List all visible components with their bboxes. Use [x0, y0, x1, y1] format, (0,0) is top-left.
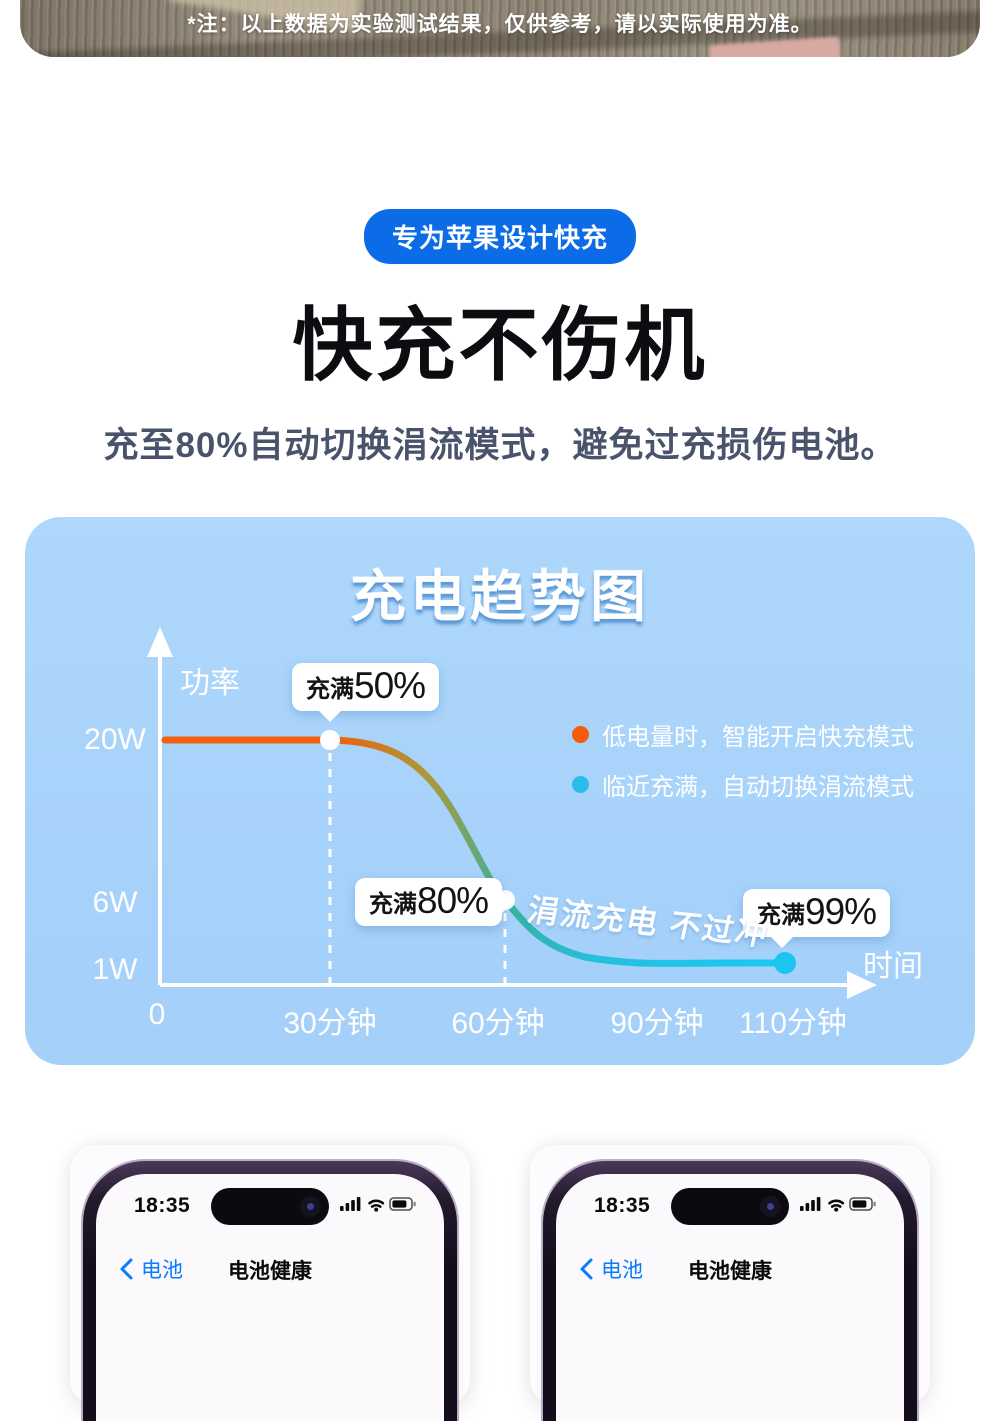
x-tick-60: 60分钟	[451, 1007, 545, 1040]
page-subtitle: 充至80%自动切换涓流模式，避免过充损伤电池。	[103, 426, 897, 465]
x-tick-110: 110分钟	[739, 1007, 847, 1040]
marker-50-percent	[320, 730, 340, 750]
screen-title: 电池健康	[688, 1260, 772, 1283]
back-button-label: 电池	[601, 1259, 643, 1282]
battery-health-screen: 18:35	[556, 1174, 904, 1421]
wifi-icon	[828, 1199, 845, 1208]
screen-title: 电池健康	[228, 1260, 312, 1283]
callout-50-value: 50%	[354, 665, 426, 706]
legend-fast-charge: 低电量时，智能开启快充模式	[572, 717, 914, 752]
disclaimer-note: *注：以上数据为实验测试结果，仅供参考，请以实际使用为准。	[187, 13, 813, 36]
callout-80-percent: 充满 80%	[355, 878, 503, 926]
phone-mockup-card-right: 18:35	[530, 1145, 930, 1421]
dynamic-island	[211, 1188, 329, 1225]
charging-trend-card: 充电趋势图 功率 时间 20W 6W 1W 0 30分钟	[25, 517, 975, 1065]
iphone-frame: 18:35	[543, 1161, 917, 1421]
marker-99-percent	[774, 952, 796, 974]
callout-50-percent: 充满 50%	[292, 663, 440, 722]
nav-bar: 电池 电池健康	[578, 1252, 882, 1284]
chevron-left-icon	[120, 1258, 133, 1280]
x-tick-90: 90分钟	[610, 1007, 704, 1040]
callout-99-percent: 充满 99%	[743, 889, 891, 948]
y-tick-20w: 20W	[84, 723, 146, 756]
callout-80-prefix: 充满	[369, 890, 417, 918]
legend-fast-charge-label: 低电量时，智能开启快充模式	[602, 724, 914, 751]
legend-trickle-charge: 临近充满，自动切换涓流模式	[572, 767, 914, 802]
cellular-signal-icon	[800, 1197, 821, 1211]
status-time: 18:35	[134, 1194, 191, 1217]
wood-photo-banner: *注：以上数据为实验测试结果，仅供参考，请以实际使用为准。	[20, 0, 980, 57]
cellular-signal-icon	[340, 1197, 361, 1211]
wifi-dot	[834, 1207, 839, 1212]
y-axis-title: 功率	[180, 667, 240, 700]
battery-health-screen: 18:35	[96, 1174, 444, 1421]
battery-icon	[849, 1197, 876, 1211]
phone-mockup-card-left: 18:35	[70, 1145, 470, 1421]
x-axis-arrow-icon	[847, 971, 877, 999]
y-tick-6w: 6W	[92, 886, 138, 919]
x-tick-30: 30分钟	[283, 1007, 377, 1040]
chart-title: 充电趋势图	[350, 565, 650, 628]
legend-trickle-charge-label: 临近充满，自动切换涓流模式	[602, 774, 914, 801]
page-title: 快充不伤机	[292, 301, 708, 390]
nav-bar: 电池 电池健康	[118, 1252, 422, 1284]
callout-50-prefix: 充满	[306, 675, 354, 703]
callout-80-value: 80%	[417, 880, 489, 921]
front-camera-icon	[300, 1196, 321, 1217]
wifi-dot	[374, 1207, 379, 1212]
status-icons	[340, 1197, 416, 1212]
x-axis-title: 时间	[863, 950, 923, 983]
front-camera-icon	[760, 1196, 781, 1217]
callout-99-prefix: 充满	[757, 901, 805, 929]
status-icons	[800, 1197, 876, 1212]
y-axis-arrow-icon	[147, 627, 173, 657]
back-button-label: 电池	[141, 1259, 183, 1282]
feature-badge: 专为苹果设计快充	[363, 209, 637, 264]
status-time: 18:35	[594, 1194, 651, 1217]
y-tick-1w: 1W	[92, 953, 138, 986]
x-tick-0: 0	[148, 998, 166, 1031]
back-button: 电池	[580, 1254, 643, 1284]
cyan-dot-icon	[572, 776, 589, 793]
battery-icon	[389, 1197, 416, 1211]
callout-99-value: 99%	[805, 891, 877, 932]
orange-dot-icon	[572, 726, 589, 743]
back-button: 电池	[120, 1254, 183, 1284]
wifi-icon	[368, 1199, 385, 1208]
iphone-frame: 18:35	[83, 1161, 457, 1421]
chevron-left-icon	[580, 1258, 593, 1280]
dynamic-island	[671, 1188, 789, 1225]
